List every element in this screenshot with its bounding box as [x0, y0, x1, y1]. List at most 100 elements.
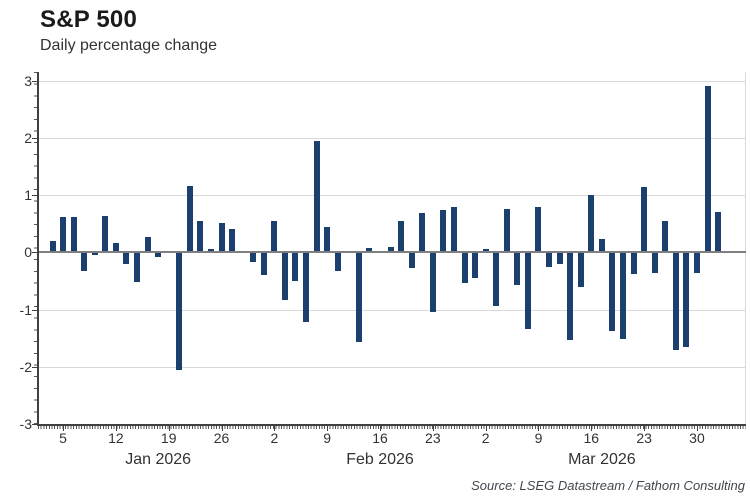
bar [81, 252, 88, 271]
bar [651, 252, 658, 273]
bar [91, 252, 98, 255]
bar [704, 86, 711, 253]
bar [366, 247, 373, 253]
gridline [38, 366, 746, 368]
x-axis-tick-label: 23 [636, 430, 652, 446]
bar [429, 252, 436, 312]
bar [387, 246, 394, 253]
bar [281, 252, 288, 300]
bar [408, 252, 415, 268]
bar [303, 252, 310, 322]
zero-line [38, 251, 746, 254]
gridline [38, 309, 746, 311]
bar [503, 209, 510, 253]
bar [493, 252, 500, 307]
y-axis-major-tick [32, 137, 38, 139]
bar [620, 252, 626, 340]
y-axis-major-tick [32, 252, 38, 254]
bar [609, 252, 616, 331]
bar [556, 252, 563, 264]
bar [482, 248, 489, 253]
x-axis-major-tick [115, 425, 117, 431]
y-axis-tick-label: 1 [24, 187, 32, 204]
x-axis-major-tick [485, 425, 487, 431]
x-axis-tick-label: 23 [425, 430, 441, 446]
x-axis-tick-label: 30 [689, 430, 705, 446]
x-axis-major-tick [538, 425, 540, 431]
bar [324, 227, 331, 253]
source-attribution: Source: LSEG Datastream / Fathom Consult… [471, 478, 745, 493]
bar [524, 252, 531, 329]
y-axis-tick-label: -2 [19, 358, 32, 375]
bar [419, 212, 426, 253]
bar [60, 216, 67, 253]
x-axis-major-tick [327, 425, 329, 431]
chart-title: S&P 500 [40, 6, 138, 33]
bar [229, 229, 236, 253]
bar [577, 252, 584, 287]
bar [144, 236, 151, 253]
bar [271, 221, 278, 253]
x-axis-tick-label: 5 [59, 430, 67, 446]
y-axis-major-tick [32, 366, 38, 368]
y-axis-tick-label: -3 [19, 416, 32, 432]
x-axis-major-tick [274, 425, 276, 431]
x-axis-major-tick [380, 425, 381, 431]
x-axis-tick-label: 26 [213, 430, 230, 446]
bar [218, 222, 225, 253]
x-axis-tick-label: 9 [323, 430, 332, 446]
bar [112, 243, 119, 253]
bar [662, 221, 669, 253]
x-axis-major-tick [644, 425, 646, 431]
bar [535, 206, 542, 253]
gridline [38, 137, 746, 139]
bar [440, 209, 447, 253]
bar [715, 211, 722, 253]
x-axis-tick-label: 16 [583, 430, 600, 446]
gridline [38, 195, 746, 197]
y-axis-line [37, 72, 39, 426]
x-axis-tick-label: 2 [270, 430, 279, 446]
month-label: Feb 2026 [346, 451, 414, 468]
x-axis-tick-label: 12 [108, 430, 124, 446]
bar [588, 195, 595, 253]
x-axis-tick-label: 19 [160, 430, 177, 446]
y-axis-major-tick [32, 424, 38, 425]
x-axis-tick-label: 2 [481, 430, 490, 446]
bar [102, 215, 109, 253]
bar [197, 221, 204, 253]
x-axis-major-tick [168, 425, 170, 431]
bar [598, 239, 605, 253]
bar [567, 252, 574, 340]
y-axis-major-tick [32, 309, 38, 311]
bar [260, 252, 267, 276]
bar [683, 252, 690, 347]
chart-subtitle: Daily percentage change [40, 37, 218, 54]
bar [176, 252, 183, 370]
y-axis-tick-label: 2 [24, 129, 32, 146]
x-axis-tick-label: 16 [372, 430, 388, 446]
y-axis-tick-label: 3 [24, 72, 32, 89]
bar [641, 187, 648, 253]
y-axis-major-tick [32, 195, 38, 197]
month-label: Jan 2026 [125, 451, 192, 468]
bar [334, 252, 341, 272]
x-axis-major-tick [591, 425, 593, 431]
bar [546, 252, 553, 268]
x-axis-tick-label: 9 [534, 430, 543, 446]
bar [450, 207, 457, 253]
bar [672, 252, 679, 350]
x-axis-major-tick [63, 425, 65, 431]
bar [292, 252, 299, 281]
bar [355, 252, 362, 342]
bar [134, 252, 141, 283]
y-axis-major-tick [32, 80, 38, 82]
bar [49, 240, 56, 253]
x-axis-minor-ticks [38, 425, 746, 429]
bar [207, 248, 214, 253]
y-axis-tick-label: 0 [24, 244, 32, 261]
y-axis-minor-ticks [34, 72, 38, 424]
bar [472, 252, 479, 279]
x-axis-major-tick [696, 425, 698, 431]
